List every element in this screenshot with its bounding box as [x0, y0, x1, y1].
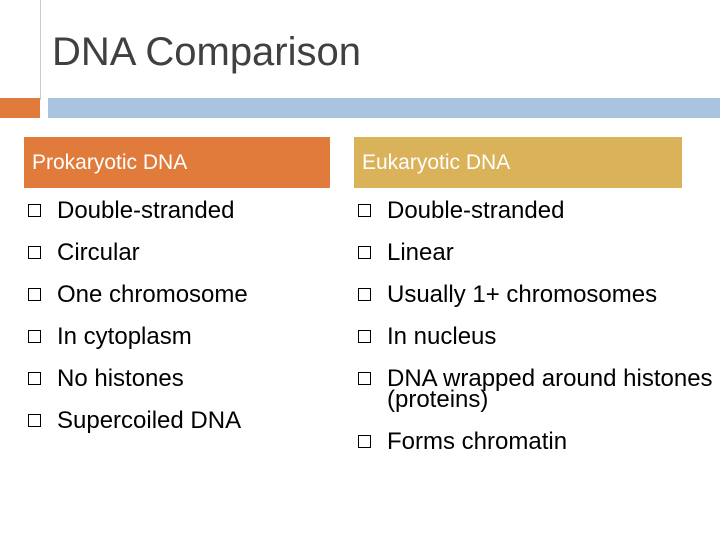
slide-title: DNA Comparison: [52, 30, 362, 74]
bullet-item: One chromosome: [24, 283, 326, 307]
divider: [40, 0, 41, 100]
bullet-list: Double-stranded Circular One chromosome In …: [24, 199, 330, 433]
bullet-item: Circular: [24, 241, 326, 265]
column-heading: Eukaryotic DNA: [354, 137, 682, 188]
bullet-item: In cytoplasm: [24, 325, 326, 349]
bullet-item: No histones: [24, 367, 326, 391]
bullet-item: Supercoiled DNA: [24, 409, 326, 433]
bullet-item: Double-stranded: [24, 199, 326, 223]
bullet-item: Usually 1+ chromosomes: [354, 283, 716, 307]
bullet-item: Linear: [354, 241, 716, 265]
accent-bar: [48, 98, 720, 118]
column: Eukaryotic DNA Double-stranded Linear Usual…: [354, 137, 720, 473]
bullet-item: DNA wrapped around histones (proteins): [354, 367, 716, 412]
accent-bar: [0, 98, 40, 118]
bullet-item: Forms chromatin: [354, 430, 716, 454]
bullet-item: Double-stranded: [354, 199, 716, 223]
bullet-list: Double-stranded Linear Usually 1+ chromoso…: [354, 199, 720, 454]
column-heading: Prokaryotic DNA: [24, 137, 330, 188]
column: Prokaryotic DNA Double-stranded Circular On…: [24, 137, 330, 452]
bullet-item: In nucleus: [354, 325, 716, 349]
